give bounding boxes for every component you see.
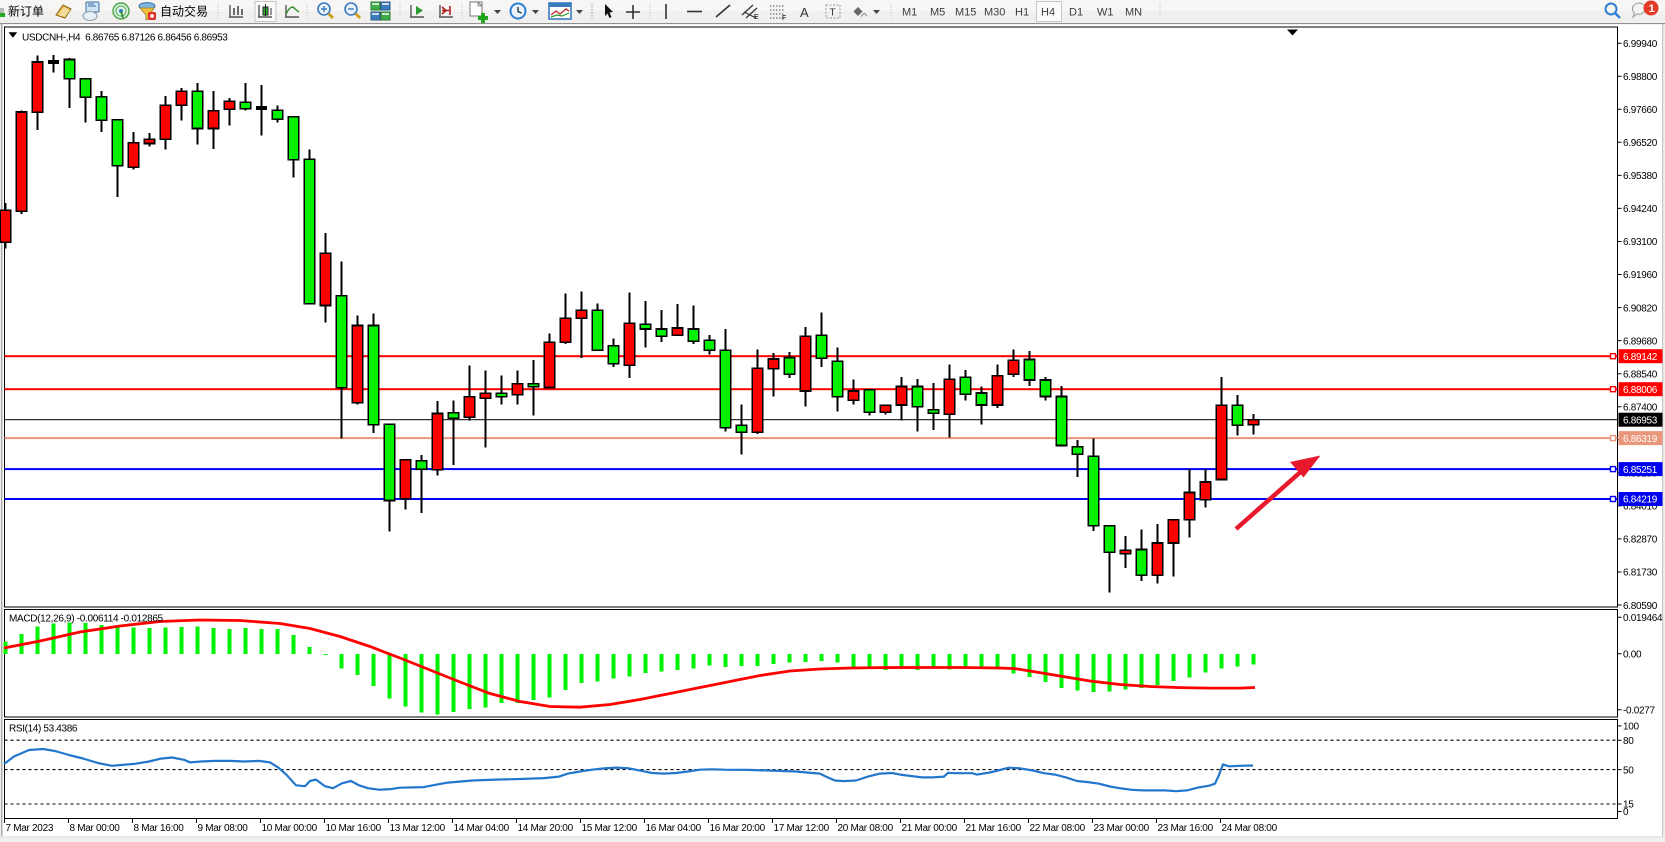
svg-text:21 Mar 00:00: 21 Mar 00:00: [902, 823, 958, 834]
svg-text:W1: W1: [1097, 7, 1114, 19]
svg-text:7 Mar 2023: 7 Mar 2023: [6, 823, 54, 834]
svg-text:A: A: [800, 5, 809, 20]
svg-text:6.96520: 6.96520: [1623, 138, 1658, 149]
svg-text:8 Mar 00:00: 8 Mar 00:00: [70, 823, 121, 834]
svg-text:6.88540: 6.88540: [1623, 369, 1658, 380]
svg-text:6.89142: 6.89142: [1623, 352, 1658, 363]
svg-text:F: F: [782, 15, 786, 22]
svg-text:6.90820: 6.90820: [1623, 303, 1658, 314]
svg-text:6.89680: 6.89680: [1623, 336, 1658, 347]
svg-text:15 Mar 12:00: 15 Mar 12:00: [582, 823, 638, 834]
svg-text:16 Mar 20:00: 16 Mar 20:00: [710, 823, 766, 834]
svg-text:17 Mar 12:00: 17 Mar 12:00: [774, 823, 830, 834]
svg-text:16 Mar 04:00: 16 Mar 04:00: [646, 823, 702, 834]
svg-text:6.88006: 6.88006: [1623, 385, 1658, 396]
svg-text:6.86953: 6.86953: [1623, 415, 1658, 426]
svg-text:100: 100: [1623, 722, 1640, 733]
svg-text:6.87400: 6.87400: [1623, 402, 1658, 413]
svg-text:6.85251: 6.85251: [1623, 465, 1658, 476]
svg-text:23 Mar 00:00: 23 Mar 00:00: [1094, 823, 1150, 834]
svg-text:6.93100: 6.93100: [1623, 237, 1658, 248]
svg-text:D1: D1: [1069, 7, 1083, 19]
svg-text:新订单: 新订单: [8, 4, 44, 19]
svg-text:21 Mar 16:00: 21 Mar 16:00: [966, 823, 1022, 834]
svg-text:10 Mar 00:00: 10 Mar 00:00: [262, 823, 318, 834]
svg-text:M1: M1: [902, 7, 917, 19]
svg-text:0.019464: 0.019464: [1623, 613, 1663, 624]
svg-text:6.84010: 6.84010: [1623, 502, 1658, 513]
svg-text:15: 15: [1623, 800, 1634, 811]
svg-text:6.98800: 6.98800: [1623, 72, 1658, 83]
svg-text:23 Mar 16:00: 23 Mar 16:00: [1158, 823, 1214, 834]
svg-text:10 Mar 16:00: 10 Mar 16:00: [326, 823, 382, 834]
svg-text:6.99940: 6.99940: [1623, 39, 1658, 50]
svg-text:1: 1: [1649, 3, 1655, 15]
svg-text:6.82870: 6.82870: [1623, 535, 1658, 546]
svg-text:13 Mar 12:00: 13 Mar 12:00: [390, 823, 446, 834]
svg-text:50: 50: [1623, 765, 1634, 776]
svg-text:6.95380: 6.95380: [1623, 171, 1658, 182]
svg-text:MN: MN: [1125, 7, 1142, 19]
svg-text:24 Mar 08:00: 24 Mar 08:00: [1222, 823, 1278, 834]
svg-text:-0.0277: -0.0277: [1623, 706, 1656, 717]
svg-text:E: E: [754, 14, 759, 21]
svg-text:6.94240: 6.94240: [1623, 204, 1658, 215]
svg-text:6.97660: 6.97660: [1623, 105, 1658, 116]
svg-text:USDCNH-,H4 6.86765 6.87126 6.: USDCNH-,H4 6.86765 6.87126 6.86456 6.869…: [22, 33, 228, 44]
svg-text:8 Mar 16:00: 8 Mar 16:00: [134, 823, 185, 834]
svg-text:14 Mar 04:00: 14 Mar 04:00: [454, 823, 510, 834]
svg-text:0: 0: [1623, 807, 1629, 818]
svg-text:0.00: 0.00: [1623, 650, 1642, 661]
svg-text:80: 80: [1623, 736, 1634, 747]
svg-text:M30: M30: [984, 7, 1005, 19]
svg-text:M15: M15: [955, 7, 976, 19]
svg-text:自动交易: 自动交易: [160, 4, 208, 19]
svg-text:RSI(14) 53.4386: RSI(14) 53.4386: [9, 724, 78, 735]
svg-text:20 Mar 08:00: 20 Mar 08:00: [838, 823, 894, 834]
svg-text:6.80590: 6.80590: [1623, 601, 1658, 612]
svg-text:22 Mar 08:00: 22 Mar 08:00: [1030, 823, 1086, 834]
svg-text:H1: H1: [1015, 7, 1029, 19]
svg-text:MACD(12,26,9) -0.006114 -0.012: MACD(12,26,9) -0.006114 -0.012865: [9, 614, 164, 625]
svg-text:6.81730: 6.81730: [1623, 568, 1658, 579]
svg-text:T: T: [830, 8, 836, 19]
svg-text:9 Mar 08:00: 9 Mar 08:00: [198, 823, 249, 834]
svg-text:M5: M5: [930, 7, 945, 19]
svg-text:6.91960: 6.91960: [1623, 270, 1658, 281]
svg-text:14 Mar 20:00: 14 Mar 20:00: [518, 823, 574, 834]
svg-text:6.84219: 6.84219: [1623, 495, 1658, 506]
svg-text:H4: H4: [1041, 7, 1055, 19]
svg-text:6.86319: 6.86319: [1623, 434, 1658, 445]
